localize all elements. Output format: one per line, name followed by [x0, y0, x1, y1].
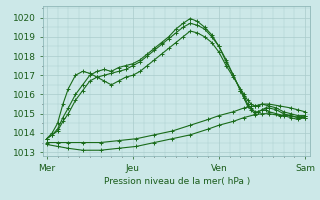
X-axis label: Pression niveau de la mer( hPa ): Pression niveau de la mer( hPa ): [104, 177, 250, 186]
